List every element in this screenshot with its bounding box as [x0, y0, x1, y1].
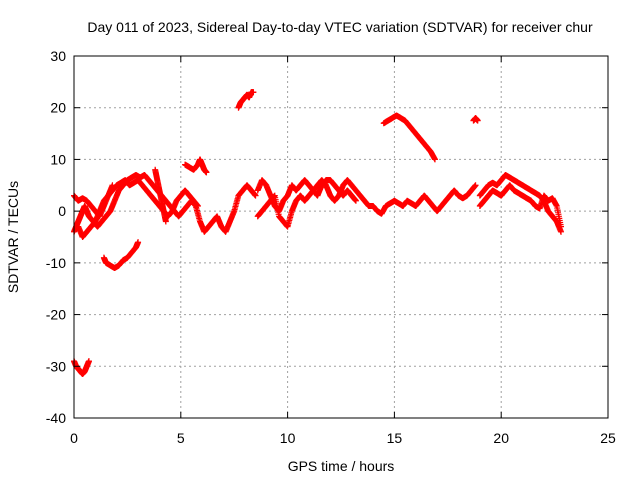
x-tick-label: 0 — [70, 430, 78, 446]
x-tick-label: 20 — [493, 430, 509, 446]
y-tick-label: -10 — [46, 255, 66, 271]
y-axis-label: SDTVAR / TECUs — [5, 181, 21, 293]
axis-ticks — [73, 55, 609, 419]
y-tick-label: -40 — [46, 410, 66, 426]
data-point — [474, 117, 481, 124]
chart-title: Day 011 of 2023, Sidereal Day-to-day VTE… — [87, 19, 593, 35]
x-tick-labels: 0 5 10 15 20 25 — [70, 430, 616, 446]
y-tick-label: 20 — [50, 100, 66, 116]
data-point — [135, 239, 142, 246]
plot-frame — [73, 55, 609, 419]
data-point — [85, 358, 92, 365]
data-point — [558, 228, 565, 235]
data-points — [71, 89, 565, 378]
x-tick-label: 15 — [387, 430, 403, 446]
data-point — [558, 223, 565, 230]
x-axis-label: GPS time / hours — [288, 458, 395, 474]
x-tick-label: 10 — [280, 430, 296, 446]
y-tick-label: 0 — [58, 203, 66, 219]
y-tick-label: 30 — [50, 48, 66, 64]
data-point — [194, 202, 201, 209]
data-point — [203, 169, 210, 176]
data-point — [431, 156, 438, 163]
data-point — [162, 218, 169, 225]
data-point — [250, 89, 257, 96]
y-tick-labels: -40 -30 -20 -10 0 10 20 30 — [46, 48, 66, 426]
data-point — [252, 192, 259, 199]
x-tick-label: 5 — [177, 430, 185, 446]
x-tick-label: 25 — [600, 430, 616, 446]
y-tick-label: 10 — [50, 151, 66, 167]
grid-lines — [74, 56, 608, 418]
y-tick-label: -20 — [46, 307, 66, 323]
y-tick-label: -30 — [46, 358, 66, 374]
data-point — [472, 182, 479, 189]
data-point — [352, 197, 359, 204]
